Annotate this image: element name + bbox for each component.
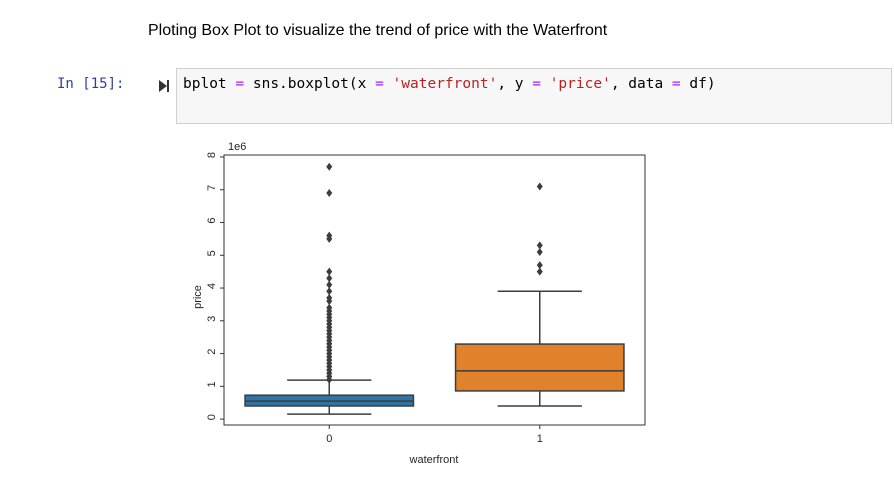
- y-tick-label: 6: [206, 218, 218, 224]
- code-token: bplot: [183, 76, 236, 92]
- outlier: [326, 293, 333, 302]
- x-tick-label: 0: [326, 433, 332, 445]
- code-token: 'price': [540, 76, 611, 92]
- x-axis-label: waterfront: [409, 454, 459, 466]
- outlier: [326, 189, 333, 198]
- outlier: [536, 182, 543, 191]
- run-icon[interactable]: [157, 79, 171, 93]
- code: bplot = sns.boxplot(x = 'waterfront', y …: [183, 76, 716, 92]
- outlier: [326, 267, 333, 276]
- y-tick-label: 5: [206, 250, 218, 256]
- y-tick-label: 8: [206, 152, 218, 158]
- y-tick-label: 3: [206, 316, 218, 322]
- code-token: 'waterfront': [383, 76, 498, 92]
- outlier: [536, 241, 543, 250]
- code-token: df): [680, 76, 716, 92]
- y-tick-label: 1: [206, 381, 218, 387]
- y-tick-label: 4: [206, 283, 218, 289]
- outlier: [326, 162, 333, 171]
- code-token: =: [375, 76, 384, 92]
- offset-label: 1e6: [228, 141, 246, 153]
- outlier: [536, 261, 543, 270]
- code-token: =: [532, 76, 541, 92]
- outlier: [326, 287, 333, 296]
- outlier: [326, 280, 333, 289]
- y-tick-label: 2: [206, 349, 218, 355]
- code-token: , y: [497, 76, 533, 92]
- outlier: [536, 267, 543, 276]
- y-tick-label: 7: [206, 185, 218, 191]
- markdown-text: Ploting Box Plot to visualize the trend …: [148, 22, 608, 39]
- y-axis-label: price: [192, 285, 204, 309]
- code-token: sns.boxplot(x: [244, 76, 376, 92]
- outlier: [326, 303, 333, 312]
- code-token: =: [235, 76, 245, 92]
- outlier: [326, 274, 333, 283]
- code-token: , data: [610, 76, 672, 92]
- box: [454, 343, 625, 392]
- outlier: [326, 231, 333, 240]
- code-cell[interactable]: bplot = sns.boxplot(x = 'waterfront', y …: [176, 68, 892, 124]
- cell-prompt: In [15]:: [57, 76, 125, 92]
- chart: 1e6 waterfront price 0 1 2 3 4 5 6 7 8 0 1: [192, 141, 646, 466]
- y-tick-label: 0: [206, 414, 218, 420]
- outlier: [536, 247, 543, 256]
- code-token: =: [671, 76, 681, 92]
- x-tick-label: 1: [537, 433, 543, 445]
- plot-frame: [223, 154, 646, 426]
